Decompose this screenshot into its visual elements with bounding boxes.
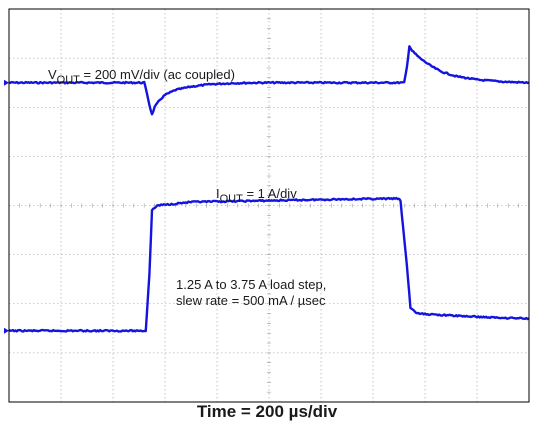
annotation-line-1: 1.25 A to 3.75 A load step, bbox=[176, 277, 326, 292]
iout-label-suffix: = 1 A/div bbox=[243, 186, 297, 201]
vout-label: VOUT = 200 mV/div (ac coupled) bbox=[48, 67, 235, 86]
vout-label-sub: OUT bbox=[57, 74, 81, 86]
x-axis-label: Time = 200 µs/div bbox=[196, 402, 338, 421]
iout-trace bbox=[8, 196, 530, 333]
iout-label-sub: OUT bbox=[220, 193, 244, 205]
plot-frame bbox=[8, 8, 530, 403]
channel-ground-marker bbox=[4, 327, 9, 334]
iout-label: IOUT = 1 A/div bbox=[216, 186, 297, 205]
traces bbox=[4, 45, 530, 334]
grid bbox=[8, 8, 530, 403]
iout-label-prefix: I bbox=[216, 186, 220, 201]
vout-label-prefix: V bbox=[48, 67, 57, 82]
vout-trace bbox=[8, 45, 530, 116]
vout-label-suffix: = 200 mV/div (ac coupled) bbox=[80, 67, 235, 82]
annotation-line-2: slew rate = 500 mA / µsec bbox=[176, 293, 326, 308]
channel-ground-marker bbox=[4, 79, 9, 86]
